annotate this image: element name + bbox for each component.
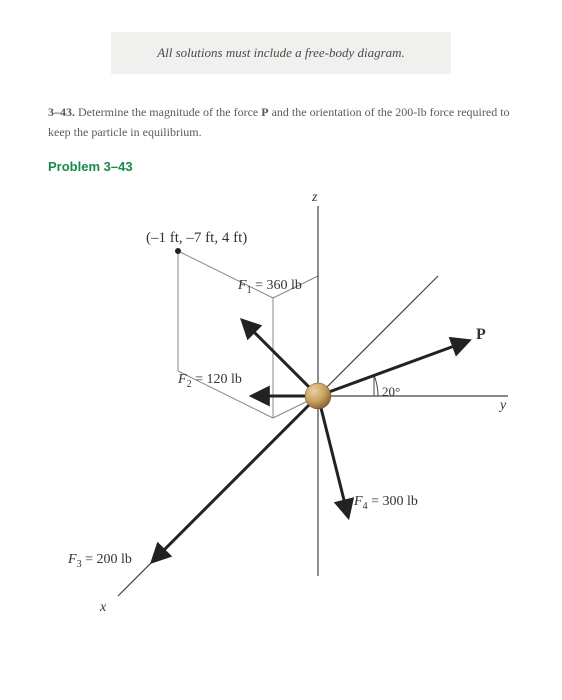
particle-sphere	[305, 383, 331, 409]
problem-title: Problem 3–43	[48, 159, 514, 174]
axis-x-label: x	[100, 600, 106, 616]
force-p-label: P	[476, 326, 486, 344]
axis-z-label: z	[312, 190, 317, 206]
coord-point-marker	[175, 248, 181, 254]
coord-label: (–1 ft, –7 ft, 4 ft)	[146, 230, 247, 247]
problem-text-a: Determine the magnitude of the force	[78, 105, 261, 119]
force-f4-label: F4 = 300 lb	[354, 494, 418, 512]
force-f4-arrow	[318, 396, 348, 516]
force-arrows	[153, 321, 468, 561]
force-f1-arrow	[243, 321, 318, 396]
problem-statement: 3–43. Determine the magnitude of the for…	[48, 102, 514, 143]
force-f2-label: F2 = 120 lb	[178, 372, 242, 390]
angle-label: 20°	[382, 384, 400, 400]
figure: z y x (–1 ft, –7 ft, 4 ft) F1 = 360 lb F…	[48, 186, 514, 626]
force-f1-label: F1 = 360 lb	[238, 278, 302, 296]
problem-var-p: P	[261, 105, 268, 119]
force-f3-arrow	[153, 396, 318, 561]
instruction-box: All solutions must include a free-body d…	[111, 32, 451, 74]
instruction-text: All solutions must include a free-body d…	[157, 45, 405, 60]
angle-arc	[374, 375, 378, 396]
axis-y-label: y	[500, 398, 506, 414]
problem-number: 3–43.	[48, 105, 75, 119]
force-f3-label: F3 = 200 lb	[68, 552, 132, 570]
